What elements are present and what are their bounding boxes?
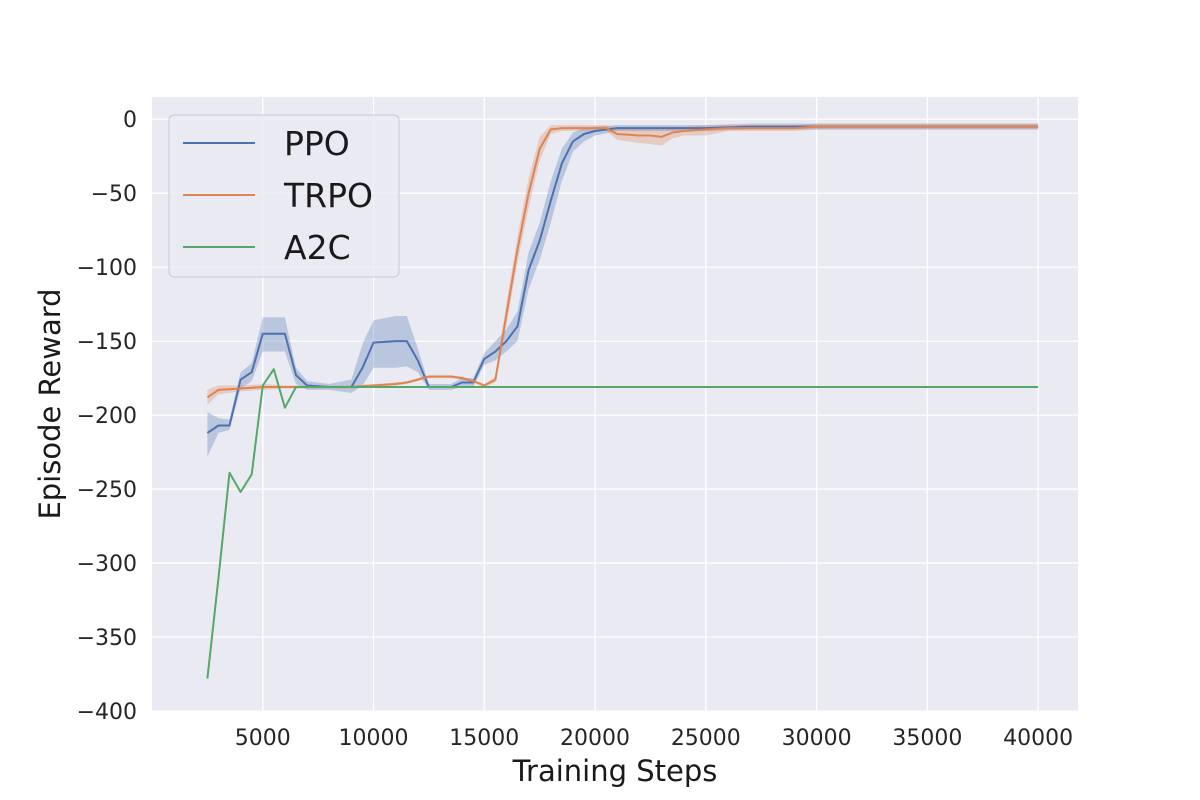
y-tick-label: −150 [77, 330, 137, 355]
y-tick-label: −200 [77, 404, 137, 429]
y-tick-labels: 0 −50 −100 −150 −200 −250 −300 −350 −400 [77, 108, 137, 725]
y-tick-label: −250 [77, 478, 137, 503]
a2c-legend-label: A2C [284, 228, 351, 267]
y-tick-label: 0 [123, 108, 137, 133]
legend: PPO TRPO A2C [168, 114, 400, 278]
x-tick-label: 15000 [449, 726, 519, 751]
trpo-legend-label: TRPO [283, 176, 373, 215]
ppo-legend-label: PPO [284, 124, 350, 163]
x-tick-labels: 5000 10000 15000 20000 25000 30000 35000 40000 [235, 726, 1073, 751]
legend-box [168, 114, 400, 278]
y-axis-label: Episode Reward [33, 288, 67, 519]
x-tick-label: 30000 [782, 726, 852, 751]
ppo-line [206, 125, 1039, 434]
y-tick-label: −100 [77, 256, 137, 281]
x-tick-label: 5000 [235, 726, 291, 751]
x-tick-label: 35000 [892, 726, 962, 751]
x-tick-label: 40000 [1003, 726, 1073, 751]
x-tick-label: 25000 [671, 726, 741, 751]
x-tick-label: 10000 [339, 726, 409, 751]
y-tick-label: −400 [77, 700, 137, 725]
y-tick-label: −50 [91, 182, 137, 207]
x-tick-label: 20000 [560, 726, 630, 751]
a2c-line [206, 368, 1039, 679]
x-axis-label: Training Steps [512, 754, 718, 788]
series-lines [206, 125, 1039, 679]
y-tick-label: −350 [77, 626, 137, 651]
y-tick-label: −300 [77, 552, 137, 577]
